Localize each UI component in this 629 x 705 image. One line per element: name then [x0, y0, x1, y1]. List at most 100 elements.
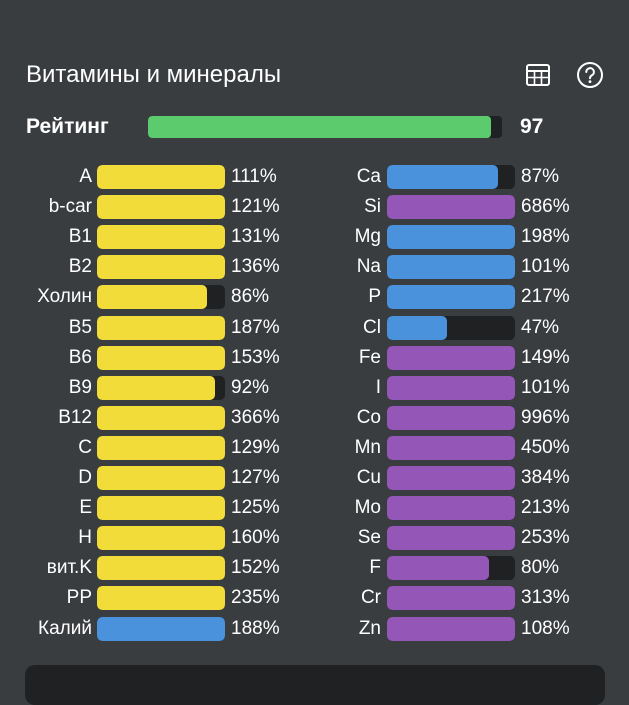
- mineral-row: Mg 198%: [0, 222, 629, 252]
- vitamin-row-bar: [97, 375, 225, 400]
- vitamin-row-bar-fill: [97, 556, 225, 581]
- vitamin-row-percent: 131%: [231, 226, 280, 248]
- vitamin-row-label: B2: [68, 256, 92, 278]
- vitamin-row-bar-fill: [97, 285, 208, 310]
- vitamin-row: B6 153%: [0, 343, 629, 373]
- rating-row: Рейтинг 97: [26, 110, 616, 144]
- mineral-row-label: Zn: [358, 617, 381, 639]
- mineral-row-bar: [387, 586, 515, 611]
- vitamin-row-bar-fill: [97, 345, 225, 370]
- mineral-row: Si 686%: [0, 192, 629, 222]
- vitamin-row-label: PP: [66, 587, 92, 609]
- vitamin-row: A 111%: [0, 162, 629, 192]
- vitamin-row-label: B5: [68, 316, 92, 338]
- mineral-row-label: F: [369, 557, 381, 579]
- vitamin-row-bar-fill: [97, 616, 225, 641]
- vitamin-row: B12 366%: [0, 403, 629, 433]
- vitamin-row-percent: 187%: [231, 316, 280, 338]
- mineral-row-label: Se: [357, 527, 381, 549]
- vitamin-row-bar: [97, 345, 225, 370]
- rating-value: 97: [520, 115, 544, 138]
- vitamin-row-percent: 152%: [231, 557, 280, 579]
- vitamin-row-bar: [97, 165, 225, 189]
- vitamin-row: C 129%: [0, 433, 629, 463]
- vitamin-row-percent: 153%: [231, 346, 280, 368]
- mineral-row-label: I: [375, 376, 381, 398]
- table-icon[interactable]: [523, 60, 553, 90]
- mineral-row-percent: 80%: [521, 557, 560, 579]
- mineral-row-bar: [387, 375, 515, 400]
- mineral-row-percent: 217%: [521, 286, 570, 308]
- mineral-row-bar-fill: [387, 466, 515, 490]
- vitamin-row-percent: 129%: [231, 436, 280, 458]
- mineral-row-bar: [387, 556, 515, 581]
- mineral-row-percent: 149%: [521, 346, 570, 368]
- mineral-row-bar: [387, 616, 515, 641]
- mineral-row-percent: 108%: [521, 617, 570, 639]
- mineral-row-label: Cl: [363, 316, 381, 338]
- mineral-row-percent: 47%: [521, 316, 560, 338]
- vitamin-row-bar-fill: [97, 496, 225, 521]
- vitamin-row-bar: [97, 616, 225, 641]
- vitamin-row: B2 136%: [0, 252, 629, 282]
- vitamin-row-percent: 127%: [231, 467, 280, 488]
- vitamin-row: B9 92%: [0, 373, 629, 403]
- vitamin-row-bar: [97, 526, 225, 551]
- vitamin-row-percent: 86%: [231, 286, 270, 308]
- mineral-row-label: Cr: [360, 587, 381, 609]
- mineral-row: F 80%: [0, 553, 629, 583]
- help-circle-icon[interactable]: [575, 60, 605, 90]
- mineral-row-percent: 101%: [521, 376, 570, 398]
- mineral-row: P 217%: [0, 282, 629, 312]
- vitamin-row-percent: 92%: [231, 376, 270, 398]
- vitamin-row-label: Холин: [37, 286, 92, 308]
- mineral-row-percent: 87%: [521, 166, 560, 187]
- vitamin-row: H 160%: [0, 523, 629, 553]
- mineral-row-bar-fill: [387, 556, 490, 581]
- mineral-row: Mo 213%: [0, 493, 629, 523]
- vitamin-row-bar-fill: [97, 405, 225, 430]
- vitamin-row: b-car 121%: [0, 192, 629, 222]
- mineral-row-percent: 253%: [521, 527, 570, 549]
- mineral-row-bar-fill: [387, 586, 515, 611]
- vitamin-row-bar-fill: [97, 526, 225, 551]
- vitamin-row: E 125%: [0, 493, 629, 523]
- vitamin-row-bar: [97, 255, 225, 280]
- mineral-row-label: Fe: [358, 346, 381, 368]
- vitamin-row-percent: 188%: [231, 617, 280, 639]
- rating-label: Рейтинг: [26, 115, 109, 138]
- mineral-row-bar-fill: [387, 526, 515, 551]
- mineral-row-bar-fill: [387, 225, 515, 250]
- mineral-row: Zn 108%: [0, 614, 629, 644]
- mineral-row: Mn 450%: [0, 433, 629, 463]
- vitamin-row-bar: [97, 405, 225, 430]
- mineral-row-percent: 313%: [521, 587, 570, 609]
- vitamin-row-bar: [97, 556, 225, 581]
- vitamin-row-label: E: [79, 497, 92, 519]
- mineral-row-label: Cu: [356, 467, 381, 488]
- mineral-row-bar: [387, 496, 515, 521]
- vitamin-row: PP 235%: [0, 583, 629, 613]
- vitamin-row-bar-fill: [97, 375, 215, 400]
- mineral-row-bar-fill: [387, 165, 499, 189]
- mineral-row-percent: 450%: [521, 436, 570, 458]
- mineral-row-percent: 198%: [521, 226, 570, 248]
- vitamin-row-bar: [97, 225, 225, 250]
- mineral-row-percent: 384%: [521, 467, 570, 488]
- mineral-row-bar: [387, 405, 515, 430]
- vitamin-row: B1 131%: [0, 222, 629, 252]
- vitamin-row-percent: 160%: [231, 527, 280, 549]
- vitamin-row-percent: 125%: [231, 497, 280, 519]
- mineral-row-bar-fill: [387, 616, 515, 641]
- mineral-row: Cl 47%: [0, 313, 629, 343]
- mineral-row-bar: [387, 255, 515, 280]
- mineral-row-label: Mg: [354, 226, 381, 248]
- mineral-row-bar: [387, 165, 515, 189]
- mineral-row: Ca 87%: [0, 162, 629, 192]
- vitamin-row-label: B9: [68, 376, 92, 398]
- vitamin-row-label: B1: [68, 226, 92, 248]
- section-title: Витамины и минералы: [26, 61, 282, 88]
- vitamin-row-label: Калий: [38, 617, 92, 639]
- mineral-row-percent: 686%: [521, 196, 570, 218]
- vitamin-row-percent: 366%: [231, 406, 280, 428]
